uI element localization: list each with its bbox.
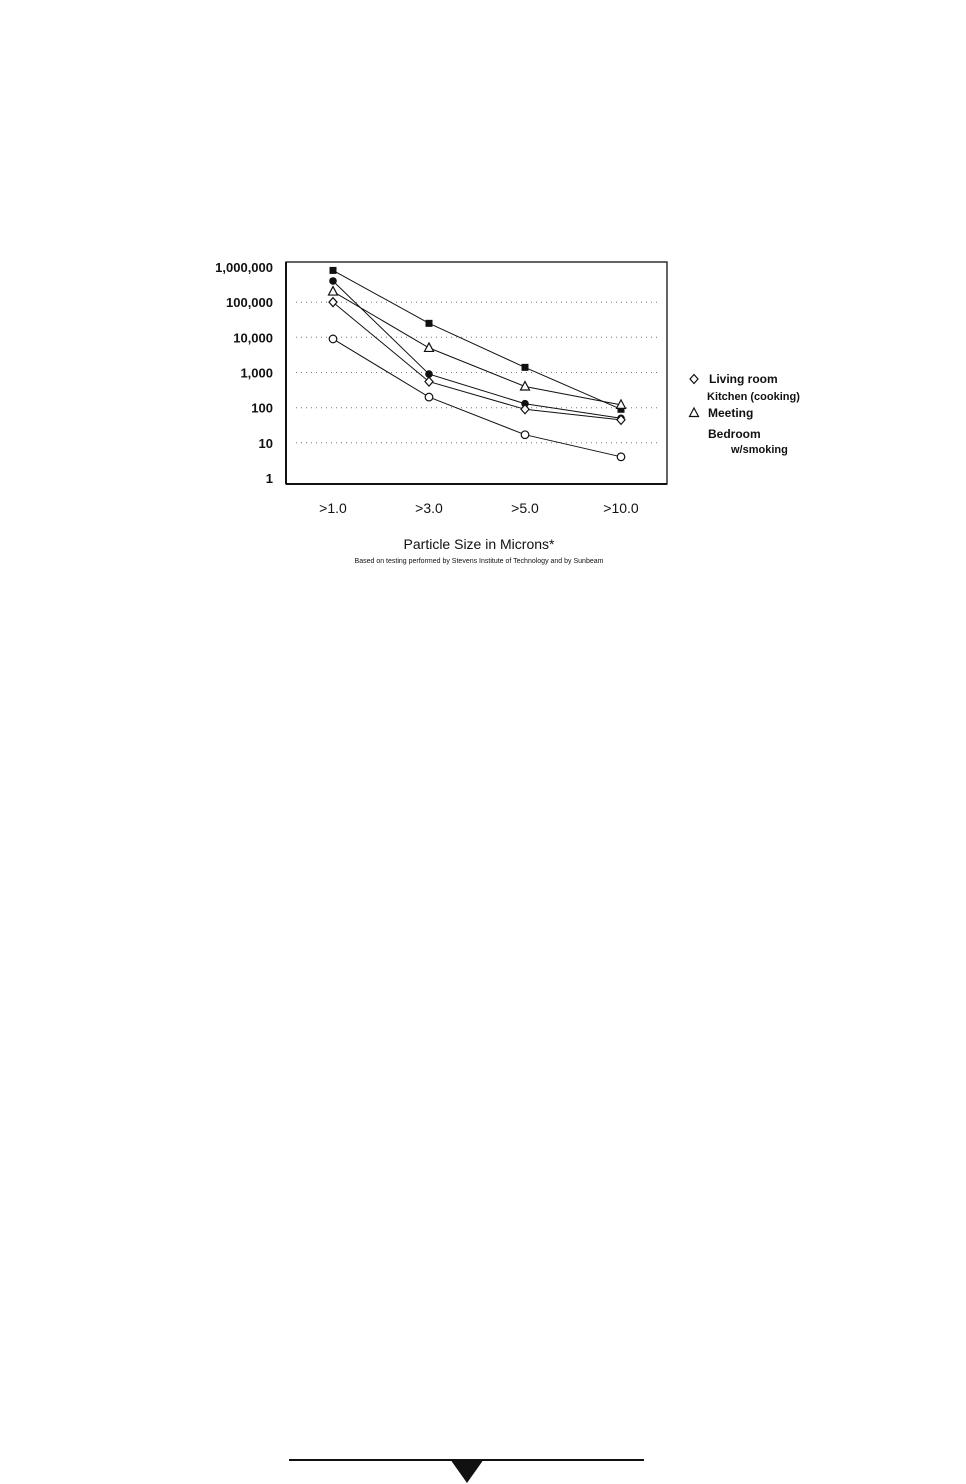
- data-point: [425, 319, 433, 327]
- y-tick-label: 100,000: [226, 295, 273, 310]
- data-point: [519, 380, 531, 391]
- series-group: [327, 266, 627, 462]
- data-point: [329, 266, 337, 274]
- x-axis-label: Particle Size in Microns*: [404, 536, 555, 552]
- data-point: [424, 376, 434, 388]
- y-tick-label: 100: [251, 401, 273, 416]
- data-point: [328, 334, 338, 344]
- series-line: [332, 269, 622, 410]
- data-point: [425, 370, 433, 378]
- data-point: [615, 398, 627, 409]
- legend-label: Living room: [709, 372, 778, 386]
- legend-label: Meeting: [708, 406, 753, 420]
- legend-marker: [689, 373, 699, 385]
- data-point: [616, 414, 626, 426]
- data-point: [616, 452, 626, 462]
- particle-chart: 1,000,000 100,000 10,000 1,000 100 10 1 >1.0 >3…: [215, 260, 800, 565]
- data-point: [423, 341, 435, 353]
- x-tick-label: >3.0: [415, 500, 443, 516]
- legend-label: Bedroom: [708, 427, 761, 441]
- data-point: [424, 392, 434, 402]
- grid-lines: [296, 301, 660, 444]
- x-tick-label: >10.0: [603, 500, 639, 516]
- y-tick-label: 1,000: [240, 366, 273, 381]
- data-point: [328, 296, 338, 308]
- source-footnote: Based on testing performed by Stevens In…: [355, 558, 604, 565]
- x-tick-label: >5.0: [511, 500, 539, 516]
- series-line: [332, 301, 622, 421]
- down-arrow-icon: [450, 1459, 484, 1483]
- y-tick-label: 1,000,000: [215, 260, 273, 275]
- legend: Living room Kitchen (cooking) Meeting Bedro…: [688, 372, 800, 456]
- data-point: [617, 405, 625, 413]
- x-tick-labels: >1.0 >3.0 >5.0 >10.0: [319, 500, 639, 516]
- data-point: [521, 363, 529, 371]
- series-line: [332, 291, 622, 406]
- data-point: [520, 430, 530, 440]
- legend-label: w/smoking: [730, 444, 788, 456]
- y-tick-labels: 1,000,000 100,000 10,000 1,000 100 10 1: [215, 260, 273, 486]
- x-tick-label: >1.0: [319, 500, 347, 516]
- data-point: [329, 277, 337, 285]
- series-line: [332, 280, 622, 419]
- legend-label: Kitchen (cooking): [707, 391, 800, 403]
- legend-marker: [688, 406, 700, 418]
- y-tick-label: 1: [266, 471, 273, 486]
- y-tick-label: 10,000: [233, 330, 273, 345]
- series-line: [332, 338, 622, 458]
- data-point: [327, 285, 339, 296]
- data-point: [520, 403, 530, 415]
- y-tick-label: 10: [259, 436, 273, 451]
- data-point: [521, 399, 529, 408]
